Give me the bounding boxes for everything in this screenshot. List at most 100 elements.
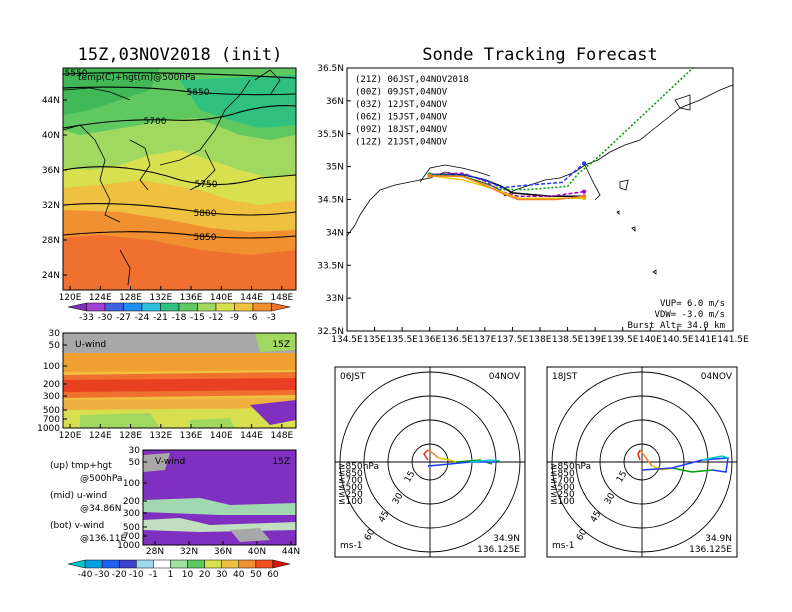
vwind-x-tick-label: 28N [146, 547, 164, 557]
colorbar-label: -30 [95, 570, 110, 580]
colorbar-swatch [101, 559, 120, 569]
track-x-tick-label: 138E [529, 335, 552, 345]
uwind-y-tick-label: 30 [49, 329, 61, 339]
colorbar-swatch [160, 302, 180, 312]
vwind-y-tick-label: 1000 [117, 541, 140, 551]
track-coastlines [347, 84, 733, 275]
track-series [427, 59, 702, 201]
colorbar-swatch [272, 559, 291, 569]
hodograph-ring-label: 45 [377, 510, 391, 525]
uwind-x-tick-label: 132E [149, 431, 172, 441]
hodograph-right: 18JST 04NOV ≥850hPa≤850≤700≤500≤250≤100 15 3… [546, 366, 738, 558]
coastlines [63, 69, 281, 286]
hodograph-trace [427, 461, 496, 467]
colorbar-label: -6 [249, 313, 258, 323]
track-x-tick-label: 136E [418, 335, 441, 345]
colorbar-swatch [123, 302, 143, 312]
colorbar-swatch [141, 302, 161, 312]
hodograph-trace [639, 449, 653, 467]
vwind-y-tick-label: 30 [129, 446, 141, 456]
map-y-ticks: 44N 40N 36N 32N 28N 24N [42, 96, 67, 281]
track-legend-entry: (21Z) 06JST,04NOV2018 [355, 75, 469, 85]
map-y-tick-label: 24N [42, 271, 60, 281]
track-point [582, 194, 587, 199]
hodograph-level-label: ≤850 [338, 469, 363, 479]
map-title: 15Z,03NOV2018 (init) [78, 45, 283, 65]
track-x-tick-label: 134.5E [331, 335, 363, 345]
track-y-tick-label: 35N [326, 163, 344, 173]
colorbar-swatch [153, 559, 171, 569]
track-y-tick-label: 33.5N [317, 261, 344, 271]
hodograph-ring-label: 15 [615, 470, 629, 485]
panel-legend-line: @500hPa [80, 474, 122, 484]
uwind-y-tick-label: 500 [43, 406, 60, 416]
colorbar-swatch [197, 302, 217, 312]
hodograph-level-label: ≤850 [550, 469, 575, 479]
colorbar-label: -1 [149, 570, 158, 580]
hodograph-trace [469, 459, 501, 463]
map-y-tick-label: 36N [42, 166, 60, 176]
colorbar-label: -21 [153, 313, 168, 323]
track-x-tick-label: 137.5E [497, 335, 529, 345]
map-x-tick-label: 144E [240, 293, 263, 303]
vwind-x-ticks: 28N 32N 36N 40N 44N [146, 541, 300, 557]
vwind-x-tick-label: 32N [180, 547, 198, 557]
hodograph-ring-label: 15 [403, 470, 417, 485]
uwind-x-tick-label: 148E [270, 431, 293, 441]
hodograph-level-label: ≥850hPa [338, 462, 379, 472]
hodograph-plot [547, 367, 737, 557]
track-x-tick-label: 141.5E [717, 335, 749, 345]
uwind-time: 15Z [272, 340, 290, 350]
track-legend-entry: (03Z) 12JST,04NOV [355, 100, 448, 110]
hodograph-trace [423, 449, 429, 461]
vwind-time: 15Z [272, 457, 290, 467]
hodograph-level-label: ≥850hPa [550, 462, 591, 472]
colorbar-swatch [84, 559, 103, 569]
colorbar-swatch [204, 559, 222, 569]
track-y-ticks: 36.5N 36N 35.5N 35N 34.5N 34N 33.5N 33N 32.5N [317, 64, 351, 337]
uwind-x-tick-label: 124E [89, 431, 112, 441]
track-x-ticks: 134.5E 135E 135.5E 136E 136.5E 137E 137.5E 138E… [331, 327, 749, 345]
colorbar-swatch [178, 302, 198, 312]
map-y-tick-label: 28N [42, 236, 60, 246]
hodograph-lon: 136.125E [477, 545, 520, 555]
vwind-y-tick-label: 300 [123, 509, 140, 519]
map-field-label: temp(C)+hgt(m)@500hPa [78, 73, 196, 83]
colorbar-label: 30 [216, 570, 228, 580]
colorbar-swatch [271, 302, 291, 312]
hodograph-unit: ms-1 [552, 541, 574, 551]
map-x-ticks: 120E 124E 128E 132E 136E 140E 144E 148E [59, 286, 294, 303]
track-legend-entry: (12Z) 21JST,04NOV [355, 138, 448, 148]
colorbar-swatch [118, 559, 137, 569]
track-point [582, 189, 587, 194]
track-x-tick-label: 139E [584, 335, 607, 345]
colorbar-label: -3 [267, 313, 276, 323]
track-x-tick-label: 141E [694, 335, 717, 345]
hodograph-ring-label: 45 [589, 510, 603, 525]
colorbar-swatch [67, 559, 86, 569]
colorbar-label: 1 [168, 570, 174, 580]
panel-legend-line: @34.86N [80, 504, 122, 514]
track-legend: (21Z) 06JST,04NOV2018 (00Z) 09JST,04NOV (0… [355, 75, 469, 148]
track-point [698, 59, 702, 63]
hodograph-trace [437, 457, 457, 463]
track-y-tick-label: 33N [326, 294, 344, 304]
track-x-tick-label: 137E [473, 335, 496, 345]
colorbar-label: 50 [250, 570, 262, 580]
contour-label: 5800 [194, 209, 217, 219]
colorbar-swatch [67, 302, 87, 312]
contour-labels: 5550 5650 5700 5750 5800 5850 [65, 69, 218, 243]
colorbar-swatch [234, 302, 254, 312]
vwind-y-tick-label: 100 [123, 479, 140, 489]
vwind-frame [142, 449, 297, 546]
track-y-tick-label: 34N [326, 228, 344, 238]
hodograph-trace [701, 455, 729, 461]
vwind-y-tick-label: 200 [123, 497, 140, 507]
vwind-y-tick-label: 700 [123, 532, 140, 542]
hodograph-level-label: ≤700 [338, 476, 363, 486]
colorbar-swatch [252, 302, 272, 312]
